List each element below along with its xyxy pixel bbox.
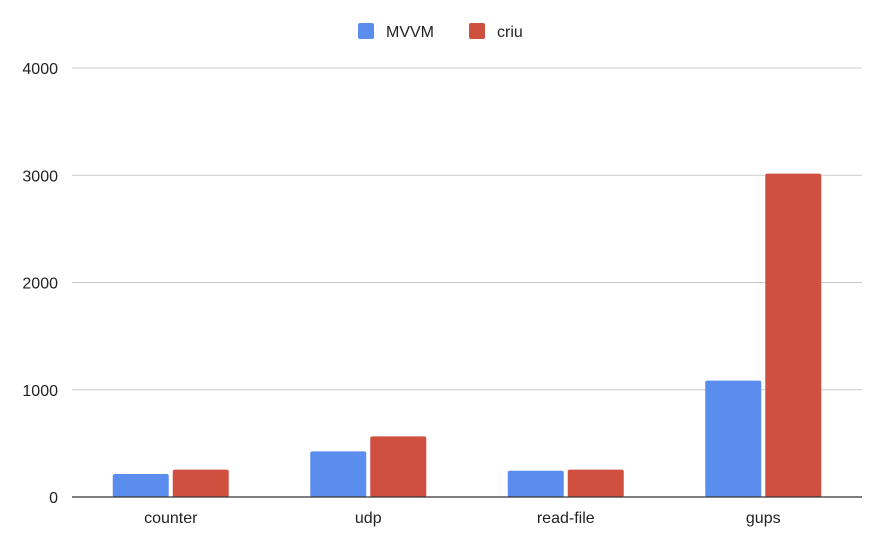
bar-criu-gups: [765, 173, 822, 498]
x-axis: counter udp read-file gups: [72, 496, 862, 527]
bar-mvvm-gups: [705, 380, 762, 497]
x-tick-label: read-file: [537, 510, 595, 527]
bar-mvvm-counter: [112, 473, 169, 497]
y-tick-label: 4000: [22, 61, 58, 78]
y-tick-label: 2000: [22, 276, 58, 293]
y-tick-label: 1000: [22, 383, 58, 400]
x-tick-label: counter: [144, 510, 198, 527]
bars: [112, 173, 822, 498]
bar-criu-udp: [370, 436, 427, 497]
legend-label: MVVM: [386, 24, 434, 41]
y-tick-label: 3000: [22, 168, 58, 185]
legend-swatch-mvvm: [358, 23, 374, 39]
x-tick-label: udp: [355, 510, 382, 527]
bar-mvvm-udp: [310, 451, 367, 497]
bar-mvvm-read-file: [507, 470, 564, 497]
legend: MVVM criu: [358, 23, 523, 41]
y-axis: 0 1000 2000 3000 4000: [22, 61, 58, 507]
bar-criu-read-file: [567, 469, 624, 497]
y-tick-label: 0: [49, 490, 58, 507]
bar-criu-counter: [172, 469, 229, 497]
legend-label: criu: [497, 24, 523, 41]
gridlines: [72, 67, 862, 391]
x-tick-label: gups: [746, 510, 781, 527]
legend-swatch-criu: [469, 23, 485, 39]
